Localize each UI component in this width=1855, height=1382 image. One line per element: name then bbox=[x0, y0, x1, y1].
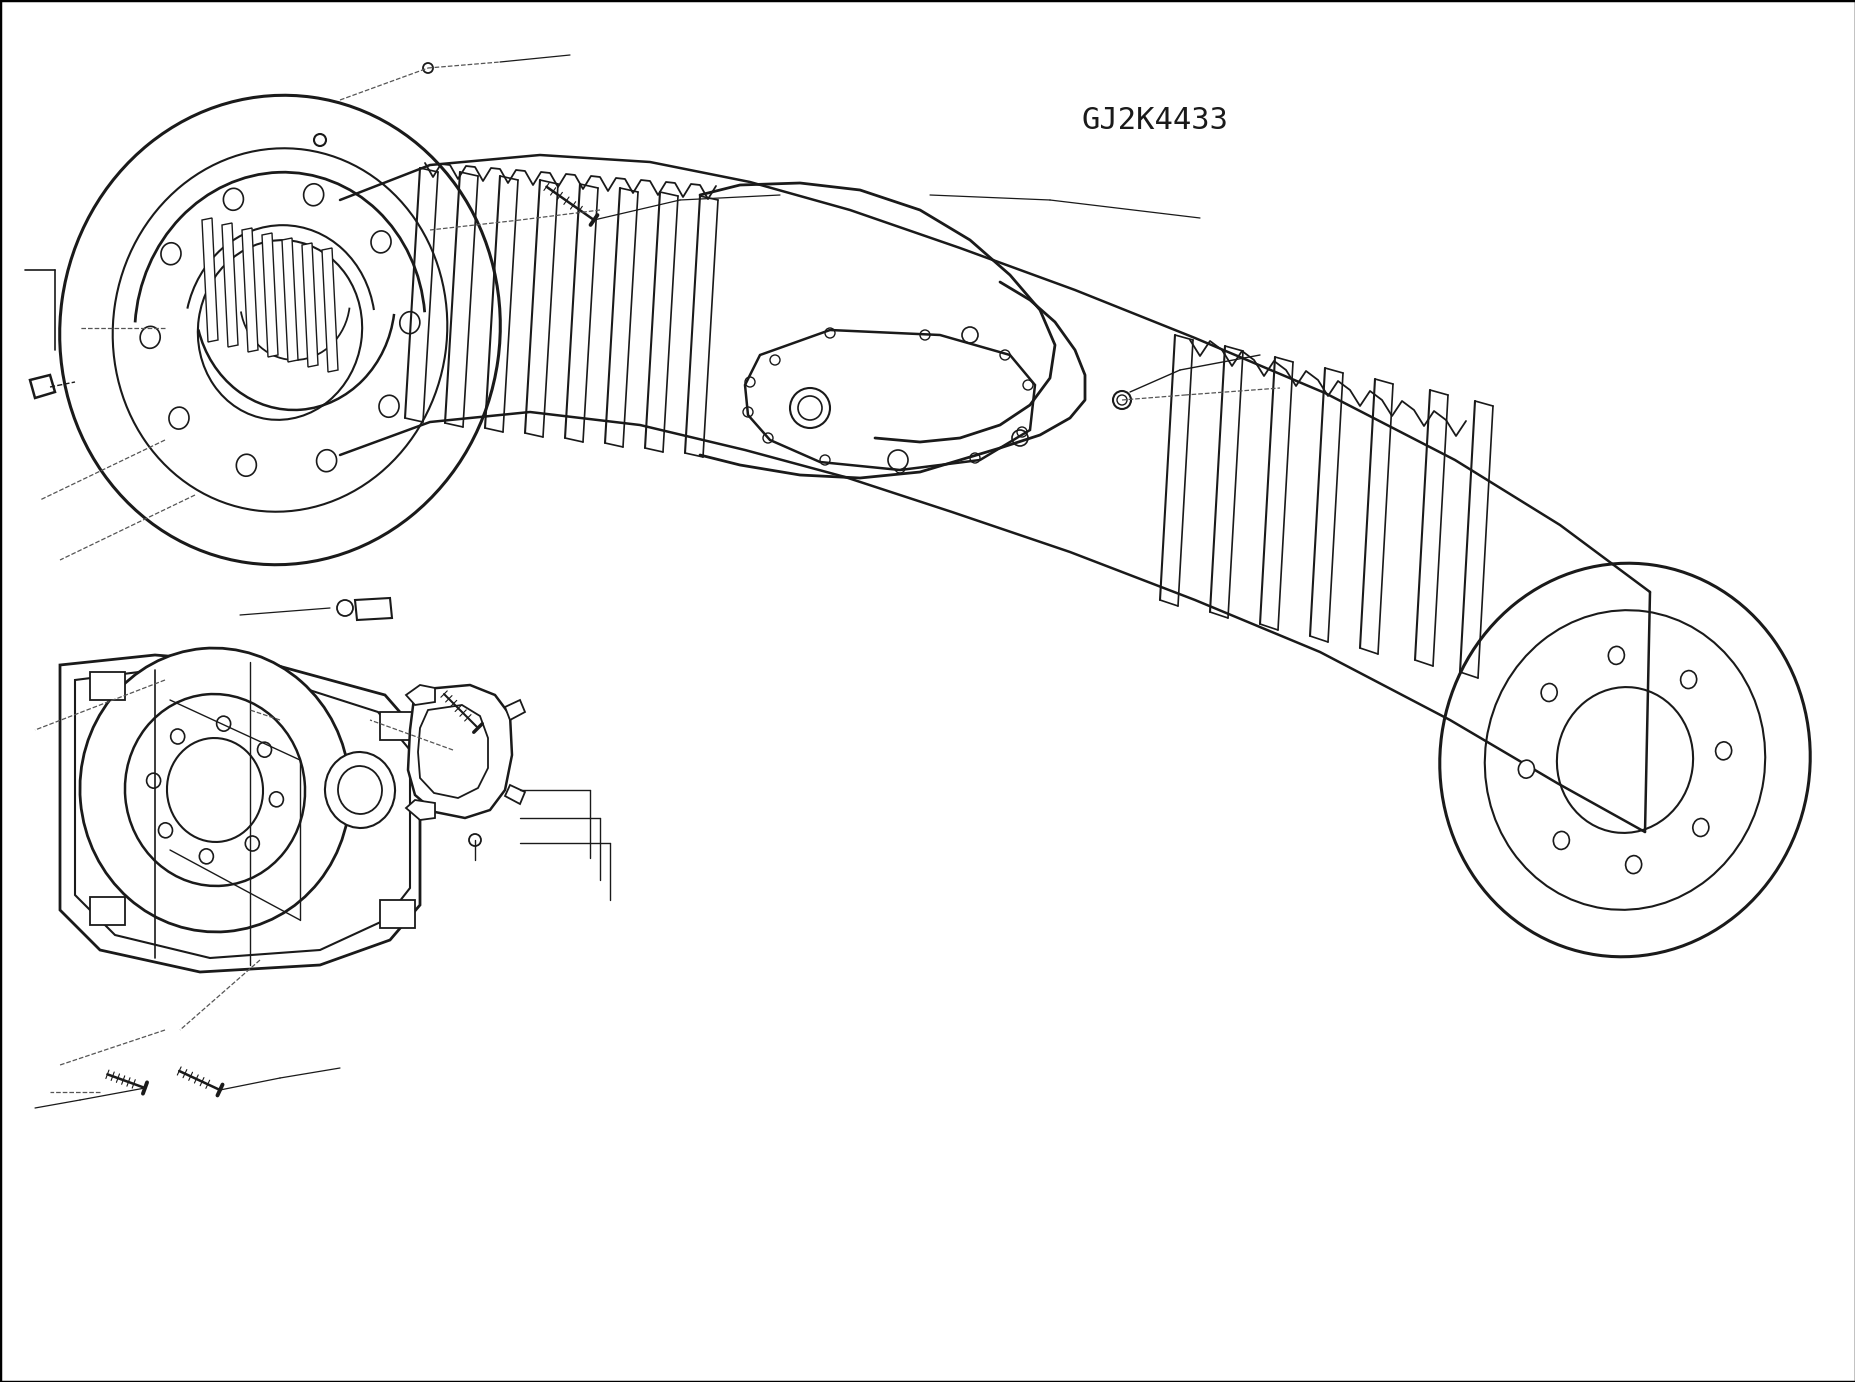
Ellipse shape bbox=[1692, 818, 1708, 836]
Text: GJ2K4433: GJ2K4433 bbox=[1081, 105, 1228, 134]
Ellipse shape bbox=[147, 773, 161, 788]
Polygon shape bbox=[59, 655, 419, 972]
Polygon shape bbox=[89, 672, 124, 701]
Ellipse shape bbox=[1625, 855, 1642, 873]
Polygon shape bbox=[321, 247, 338, 372]
Ellipse shape bbox=[1540, 684, 1556, 702]
Ellipse shape bbox=[269, 792, 284, 807]
Ellipse shape bbox=[1681, 670, 1695, 688]
Polygon shape bbox=[30, 375, 56, 398]
Circle shape bbox=[469, 833, 480, 846]
Ellipse shape bbox=[198, 849, 213, 864]
Ellipse shape bbox=[245, 836, 260, 851]
Ellipse shape bbox=[236, 455, 256, 477]
Ellipse shape bbox=[371, 231, 391, 253]
Polygon shape bbox=[417, 705, 488, 797]
Circle shape bbox=[961, 328, 978, 343]
Ellipse shape bbox=[167, 738, 263, 842]
Circle shape bbox=[790, 388, 829, 428]
Ellipse shape bbox=[223, 188, 243, 210]
Ellipse shape bbox=[1517, 760, 1534, 778]
Polygon shape bbox=[408, 685, 512, 818]
Ellipse shape bbox=[1714, 742, 1731, 760]
Ellipse shape bbox=[141, 326, 160, 348]
Ellipse shape bbox=[317, 449, 336, 471]
Ellipse shape bbox=[325, 752, 395, 828]
Polygon shape bbox=[354, 598, 391, 621]
Circle shape bbox=[1117, 395, 1126, 405]
Ellipse shape bbox=[399, 312, 419, 333]
Ellipse shape bbox=[124, 694, 304, 886]
Circle shape bbox=[380, 901, 393, 915]
Circle shape bbox=[338, 600, 352, 616]
Polygon shape bbox=[406, 685, 434, 705]
Ellipse shape bbox=[1553, 832, 1569, 850]
Circle shape bbox=[887, 451, 907, 470]
Polygon shape bbox=[505, 785, 525, 804]
Polygon shape bbox=[89, 897, 124, 925]
Ellipse shape bbox=[304, 184, 323, 206]
Polygon shape bbox=[223, 223, 237, 347]
Polygon shape bbox=[262, 234, 278, 357]
Polygon shape bbox=[282, 238, 299, 362]
Ellipse shape bbox=[171, 728, 186, 744]
Polygon shape bbox=[380, 712, 416, 739]
Circle shape bbox=[89, 677, 104, 691]
Circle shape bbox=[89, 902, 104, 916]
Circle shape bbox=[798, 397, 822, 420]
Ellipse shape bbox=[158, 822, 173, 837]
Ellipse shape bbox=[258, 742, 271, 757]
Circle shape bbox=[313, 134, 326, 146]
Polygon shape bbox=[380, 900, 416, 927]
Ellipse shape bbox=[169, 408, 189, 428]
Ellipse shape bbox=[80, 648, 351, 931]
Circle shape bbox=[423, 64, 432, 73]
Ellipse shape bbox=[161, 243, 182, 265]
Polygon shape bbox=[406, 800, 434, 820]
Ellipse shape bbox=[378, 395, 399, 417]
Polygon shape bbox=[202, 218, 217, 341]
Polygon shape bbox=[302, 243, 317, 368]
Polygon shape bbox=[505, 701, 525, 720]
Ellipse shape bbox=[217, 716, 230, 731]
Polygon shape bbox=[241, 228, 258, 352]
Ellipse shape bbox=[1608, 647, 1623, 665]
Ellipse shape bbox=[338, 766, 382, 814]
Circle shape bbox=[1113, 391, 1130, 409]
Circle shape bbox=[380, 713, 393, 727]
